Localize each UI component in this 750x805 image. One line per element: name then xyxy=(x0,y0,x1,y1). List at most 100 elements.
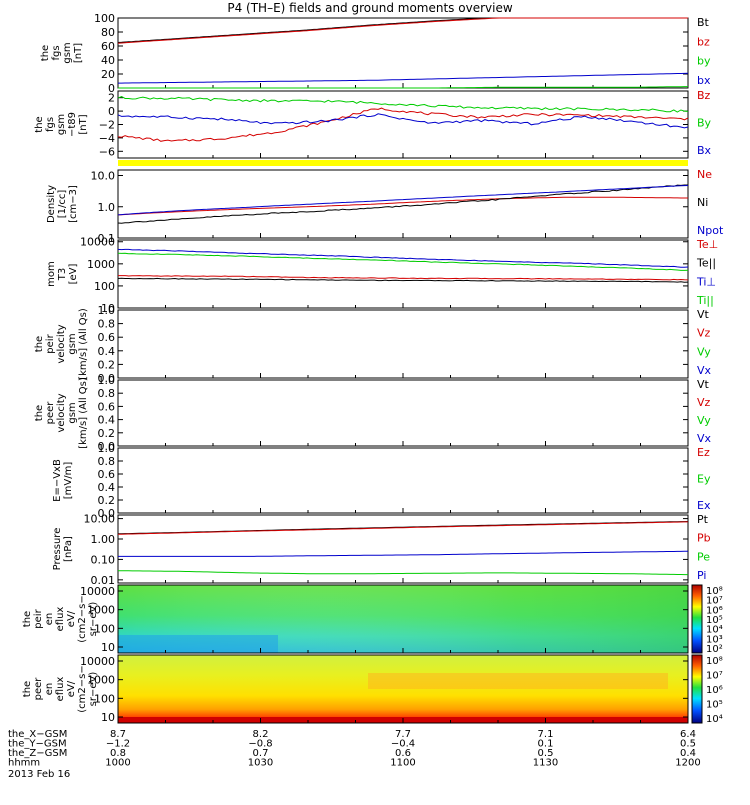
legend-entry: Vx xyxy=(697,432,712,445)
colorbar-tick-label: 10⁶ xyxy=(706,605,723,616)
panel-frame xyxy=(117,90,689,159)
y-axis-label: E=−VxB [mV/m] xyxy=(52,459,74,502)
series-line-Pb xyxy=(117,521,688,535)
y-axis-label-line: sr−eV) xyxy=(88,602,99,637)
y-tick-label: 0.10 xyxy=(91,553,116,566)
footer-row-label: hhmm xyxy=(8,758,40,769)
y-tick-label: 0.4 xyxy=(98,481,116,494)
y-axis-label: Density [1/cc] [cm−3] xyxy=(46,185,79,223)
y-tick-label: 60 xyxy=(101,40,115,53)
legend-entry: Ne xyxy=(697,168,712,181)
y-tick-label: 0.1 xyxy=(98,232,116,245)
y-tick-label: −6 xyxy=(99,145,115,158)
footer-row-value: 0.4 xyxy=(680,748,696,759)
footer-row-value: 8.2 xyxy=(253,729,269,740)
panel-density: 10.0 1.0 0.1 Density [1/cc] [cm−3] Ne Ni Npot xyxy=(46,168,724,245)
legend-entry: Te|| xyxy=(696,257,716,270)
colorbar-tick-label: 10³ xyxy=(706,634,723,645)
y-axis-label-line: peer xyxy=(45,401,56,425)
y-tick-label: 100 xyxy=(94,692,115,705)
legend-entry: bz xyxy=(697,35,710,48)
colorbar-tick-label: 10² xyxy=(706,644,723,655)
legend-entry: By xyxy=(697,117,712,130)
y-tick-label: 10000 xyxy=(80,585,115,598)
y-tick-label: 100 xyxy=(94,622,115,635)
colorbar-tick-label: 10⁶ xyxy=(706,685,723,696)
series-line-by xyxy=(118,86,688,89)
legend-entry: Pt xyxy=(697,513,709,526)
y-axis-label-line: the xyxy=(22,611,33,627)
y-axis-label-line: gsm xyxy=(62,42,73,63)
legend-entry: Pi xyxy=(697,569,706,582)
y-axis-label-line: fgs xyxy=(51,45,62,60)
y-axis-label: mom T3 [eV] xyxy=(46,261,79,287)
footer-row-value: −1.2 xyxy=(106,739,130,750)
y-tick-label: 0.2 xyxy=(98,427,116,440)
legend-entry: Pe xyxy=(697,550,710,563)
y-axis-label-line: peer xyxy=(33,677,44,701)
y-axis-label-line: T3 xyxy=(57,268,68,281)
y-axis-label-line: [nT] xyxy=(73,43,84,63)
legend-entry: Vt xyxy=(697,308,710,321)
legend-entry: Pb xyxy=(697,532,711,545)
series-line-Bz xyxy=(117,107,689,142)
legend-entry: Ti|| xyxy=(696,294,714,307)
legend-entry: Bt xyxy=(697,16,710,29)
series-line-Bx xyxy=(117,113,689,129)
y-axis-label-line: [nPa] xyxy=(63,536,74,562)
yellow-status-bar xyxy=(118,160,688,166)
y-tick-label: 0.2 xyxy=(98,494,116,507)
plot-title: P4 (TH–E) fields and ground moments over… xyxy=(227,1,512,15)
y-tick-label: 1.0 xyxy=(98,442,116,455)
y-tick-label: 0 xyxy=(108,105,115,118)
y-tick-label: 10 xyxy=(101,302,115,315)
y-axis-label-line: (cm2−s− xyxy=(77,665,88,712)
series-line-Ti|| xyxy=(117,252,689,271)
y-axis-label-line: (cm2−s− xyxy=(77,595,88,642)
panel-temperature: 10000 1000 100 10 mom T3 [eV] Te⊥ Te|| Ti⊥ Ti|| xyxy=(46,236,718,315)
y-tick-label: 40 xyxy=(101,54,115,67)
series-line-Te|| xyxy=(117,277,689,283)
y-axis-label-line: [mV/m] xyxy=(63,462,74,500)
colorbar-peer-eflux: 10⁸ 10⁷ 10⁶ 10⁵ 10⁴ xyxy=(691,654,723,725)
series-line-bz xyxy=(117,17,688,44)
footer-row-label: the_X−GSM xyxy=(8,729,67,740)
y-tick-label: 100 xyxy=(94,280,115,293)
y-axis-label-line: en xyxy=(44,683,55,696)
footer-row-label: the_Z−GSM xyxy=(8,748,67,759)
y-axis-label: the peer velocity gsm [km/s] (All Qs) xyxy=(34,377,89,449)
colorbar-tick-label: 10⁸ xyxy=(706,586,723,597)
y-tick-label: −2 xyxy=(99,119,115,132)
y-axis-label-line: Density xyxy=(46,185,57,223)
y-tick-label: 10.00 xyxy=(84,513,116,526)
y-tick-label: 2 xyxy=(108,92,115,105)
colorbar-tick-label: 10⁵ xyxy=(706,615,723,626)
y-axis-label-line: mom xyxy=(46,261,57,287)
footer-row-value: −0.8 xyxy=(248,739,272,750)
y-axis-label-line: sr−eV) xyxy=(88,672,99,707)
legend-entry: bx xyxy=(697,74,711,87)
y-tick-label: 1000 xyxy=(87,258,115,271)
y-axis-label-line: en xyxy=(44,613,55,626)
y-axis-label-line: eflux xyxy=(55,677,66,702)
footer-row-label: the_Y−GSM xyxy=(8,739,67,750)
colorbar-tick-label: 10⁵ xyxy=(706,700,723,711)
legend-entry: Vt xyxy=(697,378,710,391)
series-line-Pe xyxy=(118,570,688,576)
panel-frame xyxy=(117,239,689,309)
panel-frame xyxy=(117,379,689,447)
panel-frame xyxy=(117,309,689,379)
y-axis-label-line: gsm xyxy=(67,333,78,354)
legend-entry: Ez xyxy=(697,446,710,459)
y-tick-label: −4 xyxy=(99,132,115,145)
series-line-By xyxy=(117,96,689,113)
legend-entry: Ni xyxy=(697,196,708,209)
y-tick-label: 0.4 xyxy=(98,345,116,358)
y-axis-label: the peir velocity gsm [km/s] (All Qs) xyxy=(34,308,89,380)
